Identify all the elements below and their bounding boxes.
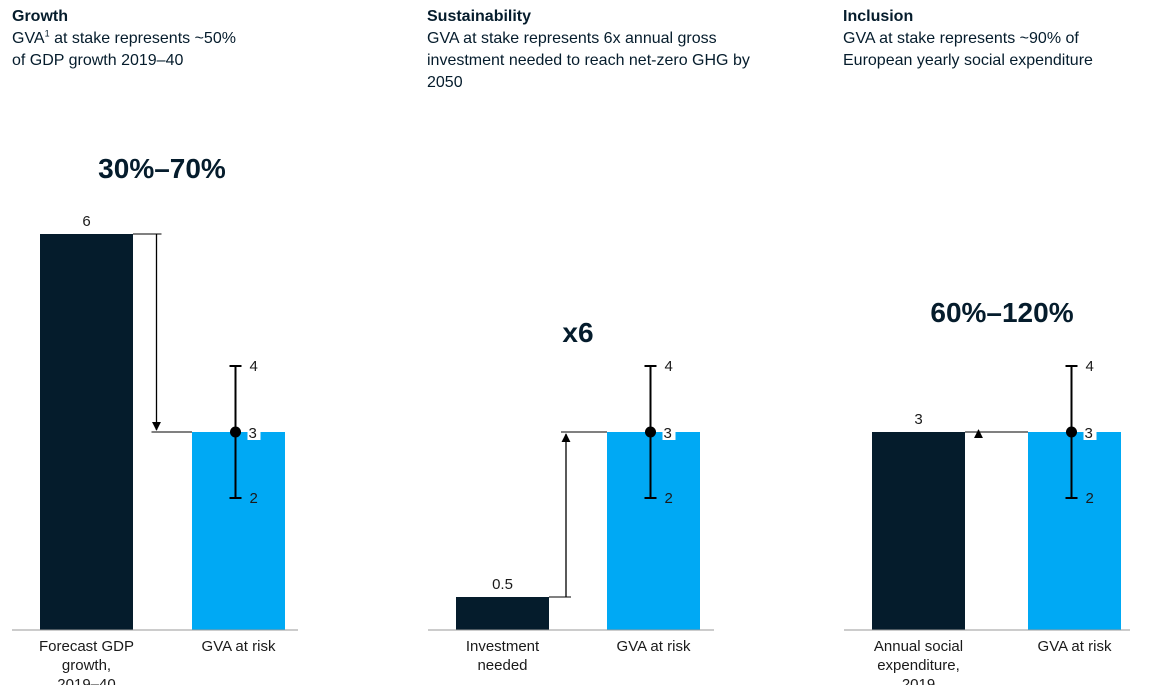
- range-midpoint: [1066, 426, 1077, 438]
- value-label-bg: [1083, 423, 1097, 440]
- bar-value-label: 6: [82, 213, 90, 230]
- range-low-label: 2: [250, 490, 258, 507]
- bar-3-gva-at-risk: [1028, 432, 1121, 630]
- range-high-label: 4: [665, 358, 673, 375]
- panel-subtitle: GVA at stake represents 6x annual gross …: [427, 30, 750, 91]
- category-label: GVA at risk: [1038, 638, 1112, 655]
- panel-header-sustainability: Sustainability GVA at stake represents 6…: [427, 6, 787, 94]
- bar-3-baseline: [872, 432, 965, 630]
- annotation-label: 30%–70%: [98, 153, 226, 184]
- bar-2-baseline: [456, 597, 549, 630]
- panel-header-growth: Growth GVA1 at stake represents ~50% of …: [12, 6, 372, 72]
- category-label-line: GVA at risk: [1038, 638, 1112, 655]
- annotation-label: 60%–120%: [930, 297, 1073, 328]
- category-label-line: needed: [477, 657, 527, 674]
- bar-value-label: 3: [1085, 425, 1093, 442]
- bar-value-label: 3: [914, 411, 922, 428]
- bar-value-label: 3: [664, 425, 672, 442]
- category-label: GVA at risk: [202, 638, 276, 655]
- category-label: Forecast GDP growth, 2019–40: [39, 638, 134, 685]
- category-label-line: GVA at risk: [202, 638, 276, 655]
- category-label: GVA at risk: [617, 638, 691, 655]
- category-label-line: Forecast GDP: [39, 638, 134, 655]
- range-high-label: 4: [1086, 358, 1094, 375]
- category-label-line: growth,: [62, 657, 111, 674]
- range-low-label: 2: [665, 490, 673, 507]
- bar-2-gva-at-risk: [607, 432, 700, 630]
- category-label-line: Investment: [466, 638, 540, 655]
- category-label-line: expenditure,: [877, 657, 960, 674]
- category-label: Investment needed: [466, 638, 540, 674]
- panel-title: Inclusion: [843, 8, 914, 25]
- panel-title: Growth: [12, 8, 68, 25]
- range-low-label: 2: [1086, 490, 1094, 507]
- range-midpoint: [230, 426, 241, 438]
- category-label-line: 2019: [902, 676, 935, 685]
- annotation-label: x6: [562, 317, 593, 348]
- category-label-line: 2019–40: [57, 676, 115, 685]
- range-high-label: 4: [250, 358, 258, 375]
- bar-1-gva-at-risk: [192, 432, 285, 630]
- value-label-bg: [247, 423, 261, 440]
- category-label-line: GVA at risk: [617, 638, 691, 655]
- subtitle-rest: at stake represents ~50% of GDP growth 2…: [12, 30, 236, 69]
- bar-value-label: 3: [249, 425, 257, 442]
- panel-header-inclusion: Inclusion GVA at stake represents ~90% o…: [843, 6, 1158, 72]
- footnote-marker: 1: [44, 28, 50, 39]
- subtitle-lead: GVA: [12, 30, 45, 47]
- panel-subtitle: GVA at stake represents ~90% of European…: [843, 30, 1093, 69]
- category-label: Annual social expenditure, 2019: [874, 638, 963, 685]
- panel-title: Sustainability: [427, 8, 532, 25]
- bar-value-label: 0.5: [492, 576, 513, 593]
- panel-subtitle: GVA1 at stake represents ~50% of GDP gro…: [12, 28, 252, 72]
- bar-1-baseline: [40, 234, 133, 630]
- value-label-bg: [662, 423, 676, 440]
- category-label-line: Annual social: [874, 638, 963, 655]
- range-midpoint: [645, 426, 656, 438]
